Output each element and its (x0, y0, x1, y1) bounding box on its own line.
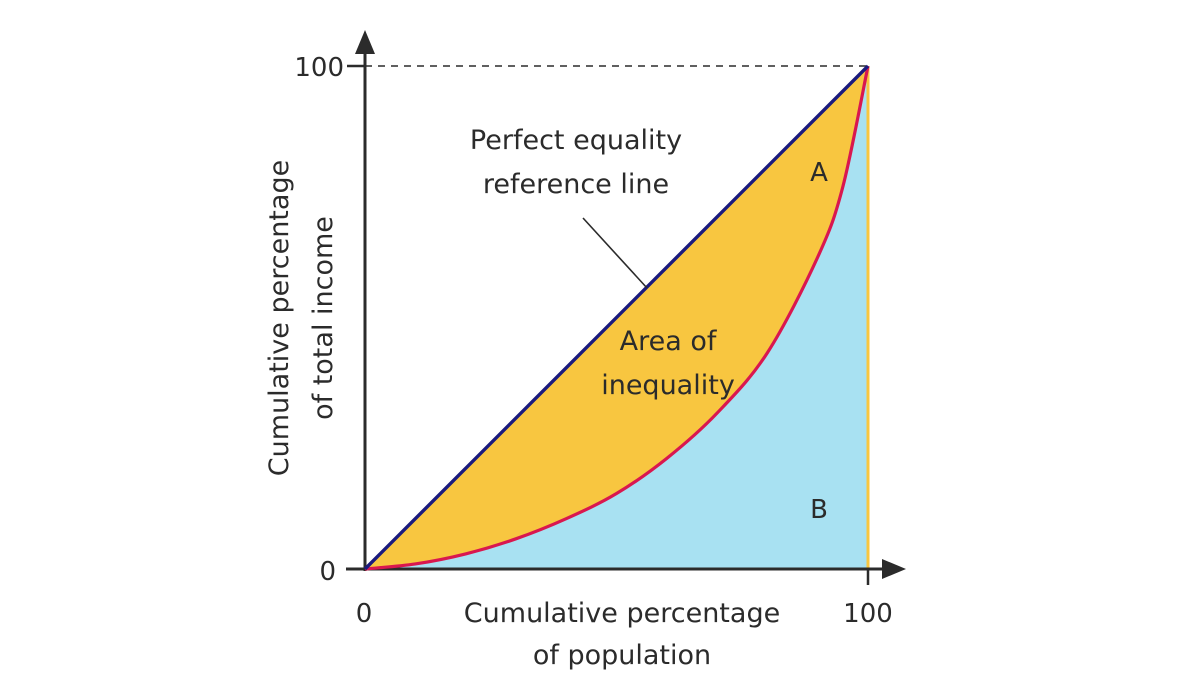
region-b-label: B (810, 495, 828, 525)
y-axis-title-line2: of total income (308, 216, 339, 420)
perfect-equality-line (363, 64, 870, 571)
equality-line-label-line1: Perfect equality (470, 125, 682, 156)
x-axis-title-line1: Cumulative percentage (464, 598, 780, 629)
inequality-area-label-line1: Area of (620, 326, 718, 357)
y-tick-label-0: 0 (319, 557, 336, 587)
inequality-area-label-line2: inequality (601, 370, 735, 401)
equality-line-label-line2: reference line (483, 169, 669, 200)
y-axis-arrowhead (355, 30, 375, 54)
x-axis-title-line2: of population (533, 640, 711, 671)
x-axis-arrowhead (882, 559, 906, 579)
region-a-label: A (810, 158, 828, 188)
lorenz-curve-line (364, 65, 870, 571)
annotation-leader-line (582, 217, 648, 289)
x-tick-label-0: 0 (356, 599, 373, 629)
area-b-region (365, 66, 868, 569)
y-tick-label-100: 100 (294, 53, 344, 83)
x-tick-label-100: 100 (843, 599, 893, 629)
y-axis-title-line1: Cumulative percentage (264, 160, 295, 476)
